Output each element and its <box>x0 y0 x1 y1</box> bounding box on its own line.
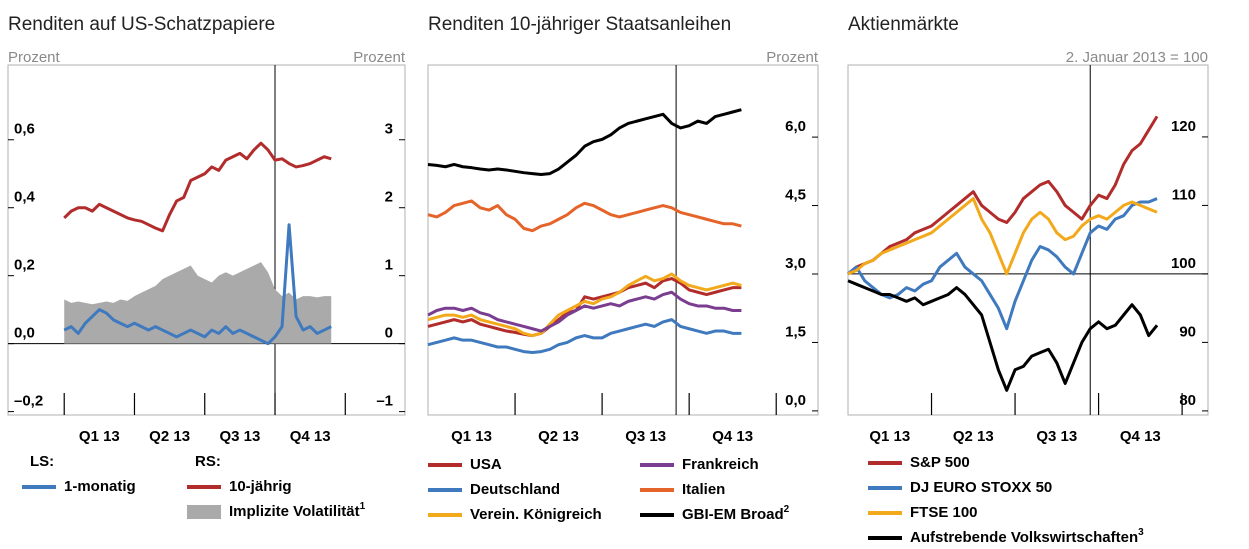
legend-name: USA <box>470 456 502 473</box>
legend-name: S&P 500 <box>910 454 970 471</box>
legend-label: Aufstrebende Volkswirtschaften3 <box>910 527 1144 546</box>
legend-label: S&P 500 <box>910 454 970 471</box>
axis-unit: Prozent <box>353 49 406 66</box>
line <box>427 199 742 233</box>
y-tick-label: –0,2 <box>14 393 43 410</box>
legend-heading: RS: <box>195 453 221 470</box>
line <box>847 197 1158 276</box>
legend-label: Frankreich <box>682 456 759 473</box>
legend-label: Deutschland <box>470 481 560 498</box>
legend-label: Verein. Königreich <box>470 506 602 523</box>
line <box>847 197 1158 331</box>
legend-label: Implizite Volatilität1 <box>229 501 366 520</box>
legend-swatch <box>187 505 221 519</box>
legend-name: Deutschland <box>470 481 560 498</box>
x-tick-label: Q2 13 <box>953 428 994 445</box>
x-tick-label: Q4 13 <box>290 428 331 445</box>
y-tick-label: 90 <box>1179 323 1196 340</box>
x-tick-label: Q2 13 <box>538 428 579 445</box>
plot-frame <box>427 64 819 416</box>
y-tick-label: 0,6 <box>14 121 35 138</box>
legend-label: 1-monatig <box>64 478 136 495</box>
line <box>427 277 742 338</box>
legend-name: Verein. Königreich <box>470 506 602 523</box>
axis-unit: 2. Januar 2013 = 100 <box>1066 49 1208 66</box>
x-tick-label: Q1 13 <box>869 428 910 445</box>
legend-label: Italien <box>682 481 725 498</box>
y-tick-label: 110 <box>1172 186 1196 203</box>
area <box>64 262 332 344</box>
y-tick-label: 0,0 <box>14 325 35 342</box>
y-tick-label: 120 <box>1171 118 1196 135</box>
x-tick-label: Q4 13 <box>1120 428 1161 445</box>
legend-name: 1-monatig <box>64 478 136 495</box>
x-tick-label: Q1 13 <box>79 428 120 445</box>
legend-label: 10-jährig <box>229 478 292 495</box>
panel-title: Aktienmärkte <box>848 14 959 35</box>
line <box>847 279 1159 392</box>
legend-name: Frankreich <box>682 456 759 473</box>
legend-label: GBI-EM Broad2 <box>682 504 790 523</box>
line <box>63 223 332 346</box>
panel-title: Renditen 10-jähriger Staatsanleihen <box>428 14 731 35</box>
legend-label: FTSE 100 <box>910 504 978 521</box>
legend-name: Italien <box>682 481 725 498</box>
x-tick-label: Q4 13 <box>712 428 753 445</box>
line <box>427 290 742 333</box>
x-tick-label: Q3 13 <box>1036 428 1077 445</box>
legend-label: USA <box>470 456 502 473</box>
x-tick-label: Q2 13 <box>149 428 190 445</box>
legend-name: Implizite Volatilität <box>229 503 360 520</box>
y-tick-label: 0,0 <box>785 392 806 409</box>
plot-frame <box>847 64 1209 416</box>
y-tick-label: 2 <box>385 189 393 206</box>
line <box>847 115 1159 276</box>
line <box>427 318 742 354</box>
y-tick-label: 0,2 <box>14 257 35 274</box>
legend-name: FTSE 100 <box>910 504 978 521</box>
axis-unit: Prozent <box>8 49 61 66</box>
y-tick-label: 4,5 <box>785 187 806 204</box>
y-tick-label: 1 <box>385 257 393 274</box>
x-tick-label: Q3 13 <box>625 428 666 445</box>
legend-name: DJ EURO STOXX 50 <box>910 479 1052 496</box>
legend-name: GBI-EM Broad <box>682 506 784 523</box>
line <box>427 108 742 177</box>
legend-name: Aufstrebende Volkswirtschaften <box>910 529 1138 546</box>
y-tick-label: –1 <box>376 393 393 410</box>
axis-unit: Prozent <box>766 49 819 66</box>
panel-title: Renditen auf US-Schatzpapiere <box>8 14 275 35</box>
y-tick-label: 1,5 <box>785 323 806 340</box>
line <box>427 272 742 338</box>
y-tick-label: 100 <box>1171 255 1196 272</box>
y-tick-label: 6,0 <box>785 118 806 135</box>
y-tick-label: 0 <box>385 325 393 342</box>
line <box>63 141 332 233</box>
plot-frame <box>7 64 406 416</box>
legend-footnote: 3 <box>1138 527 1144 538</box>
legend-footnote: 1 <box>360 501 366 512</box>
y-tick-label: 3,0 <box>785 255 806 272</box>
legend-footnote: 2 <box>784 504 790 515</box>
legend-name: 10-jährig <box>229 478 292 495</box>
y-tick-label: 0,4 <box>14 189 36 206</box>
legend-label: DJ EURO STOXX 50 <box>910 479 1052 496</box>
legend-heading: LS: <box>30 453 54 470</box>
x-tick-label: Q3 13 <box>219 428 260 445</box>
y-tick-label: 80 <box>1179 392 1196 409</box>
y-tick-label: 3 <box>385 121 393 138</box>
x-tick-label: Q1 13 <box>451 428 492 445</box>
